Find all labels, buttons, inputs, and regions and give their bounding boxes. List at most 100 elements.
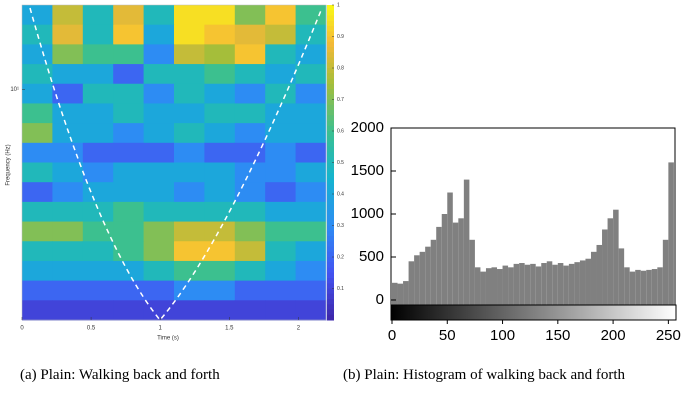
heat-cell: [113, 241, 145, 262]
heat-cell: [143, 162, 175, 183]
y-tick-label: 500: [359, 248, 384, 265]
heat-cell: [143, 300, 175, 321]
hist-bar: [441, 214, 448, 305]
heat-cell: [143, 221, 175, 242]
heat-cell: [174, 142, 205, 163]
heat-cell: [174, 201, 205, 223]
heat-cell: [143, 260, 175, 282]
colorbar-step: [327, 241, 334, 247]
x-tick-label: 0.5: [87, 326, 96, 332]
colorbar-tick-label: 0.4: [337, 191, 344, 197]
heat-cell: [82, 300, 114, 321]
heat-cell: [174, 83, 205, 104]
colorbar-step: [327, 20, 334, 27]
heat-cell: [52, 83, 84, 104]
hist-bar: [568, 263, 575, 305]
colorbar-step: [327, 94, 334, 100]
colorbar-step: [327, 10, 334, 16]
heat-cell: [52, 123, 84, 144]
heat-cell: [113, 221, 145, 242]
heat-cell: [265, 182, 297, 203]
colorbar-step: [327, 188, 334, 195]
x-tick-label: 1: [159, 326, 163, 332]
hist-bar: [546, 261, 553, 305]
colorbar-step: [327, 152, 334, 158]
colorbar-step: [327, 309, 334, 316]
hist-bar: [563, 265, 569, 305]
heat-cell: [143, 24, 175, 45]
heat-cell: [143, 123, 175, 144]
heat-cell: [82, 201, 114, 223]
colorbar-step: [327, 267, 334, 274]
x-tick-label: 0: [20, 326, 24, 332]
heat-cell: [52, 300, 84, 321]
colorbar-step: [327, 262, 334, 268]
colorbar-step: [327, 236, 334, 242]
heat-cell: [82, 123, 114, 144]
heat-cell: [204, 182, 236, 203]
colorbar-tick-label: 0.1: [337, 286, 344, 292]
colorbar-step: [327, 5, 334, 11]
heat-cell: [113, 83, 145, 104]
heat-cell: [22, 44, 53, 65]
heat-cell: [204, 64, 236, 85]
heat-cell: [22, 221, 53, 242]
heat-cell: [174, 44, 205, 65]
hist-bar: [513, 263, 520, 305]
colorbar-step: [327, 272, 334, 279]
heat-cell: [52, 221, 84, 242]
colorbar-step: [327, 299, 334, 305]
colorbar-step: [327, 146, 334, 153]
heat-cell: [143, 142, 175, 163]
y-tick-label: 1000: [351, 205, 384, 222]
colorbar-tick-label: 0.5: [337, 160, 344, 166]
hist-bar: [524, 264, 531, 305]
heat-cell: [295, 64, 327, 85]
colorbar-step: [327, 157, 334, 163]
heat-cell: [174, 260, 205, 282]
heat-cell: [82, 260, 114, 282]
hist-bar: [469, 239, 475, 305]
heat-cell: [113, 123, 145, 144]
heat-cell: [234, 162, 266, 183]
hist-bar: [640, 270, 647, 305]
heat-cell: [22, 182, 53, 203]
heat-cell: [82, 83, 114, 104]
y-tick-label: 1500: [351, 162, 384, 179]
colorbar-step: [327, 199, 334, 205]
heat-cell: [265, 221, 297, 242]
heat-cell: [82, 103, 114, 124]
heat-cell: [204, 201, 236, 223]
heat-cell: [52, 162, 84, 183]
heat-cell: [174, 241, 205, 262]
heat-cell: [295, 44, 327, 65]
hist-bar: [618, 248, 625, 305]
heat-cell: [174, 221, 205, 242]
x-tick-label: 100: [490, 327, 515, 344]
heat-cell: [234, 280, 266, 301]
heat-cell: [22, 64, 53, 85]
hist-bar: [635, 269, 641, 305]
heat-cell: [265, 260, 297, 282]
colorbar-step: [327, 36, 334, 43]
heat-cell: [82, 182, 114, 203]
colorbar-step: [327, 246, 334, 253]
x-tick-label: 50: [439, 327, 456, 344]
hist-bar: [447, 192, 453, 305]
hist-bar: [535, 266, 542, 305]
heat-cell: [234, 123, 266, 144]
hist-bar: [557, 263, 564, 305]
heat-cell: [265, 64, 297, 85]
heat-cell: [234, 64, 266, 85]
hist-bar: [579, 260, 586, 305]
heat-cell: [143, 182, 175, 203]
colorbar-step: [327, 293, 334, 300]
heat-cell: [52, 142, 84, 163]
heat-cell: [143, 44, 175, 65]
hist-bar: [624, 267, 630, 305]
heat-cell: [295, 162, 327, 183]
colorbar-step: [327, 47, 334, 53]
colorbar-step: [327, 89, 334, 95]
heat-cell: [174, 64, 205, 85]
heat-cell: [265, 300, 297, 321]
